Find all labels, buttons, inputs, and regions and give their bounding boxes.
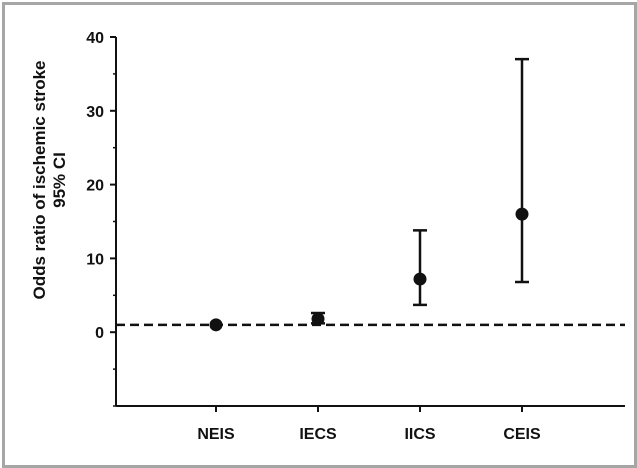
- y-axis-label-line2: 95% CI: [50, 152, 69, 208]
- x-tick-label-iics: IICS: [404, 426, 435, 443]
- data-point-ceis: [515, 207, 529, 221]
- data-point-iecs: [311, 312, 325, 326]
- x-tick-label-neis: NEIS: [197, 426, 235, 443]
- data-marks: [209, 57, 529, 332]
- data-point-iics: [413, 272, 427, 286]
- x-tick-label-ceis: CEIS: [503, 426, 541, 443]
- x-tick-labels: NEIS IECS IICS CEIS: [197, 426, 541, 443]
- y-tick-label: 10: [86, 251, 104, 268]
- x-tick-label-iecs: IECS: [299, 426, 337, 443]
- y-axis-label: Odds ratio of ischemic stroke 95% CI: [30, 60, 69, 299]
- y-tick-label: 0: [95, 325, 104, 342]
- y-tick-label: 20: [86, 178, 104, 195]
- y-tick-label: 30: [86, 104, 104, 121]
- y-axis-label-line1: Odds ratio of ischemic stroke: [30, 60, 49, 299]
- axes: 0 10 20 30 40: [86, 30, 625, 412]
- y-tick-label: 40: [86, 30, 104, 47]
- data-point-neis: [209, 318, 223, 332]
